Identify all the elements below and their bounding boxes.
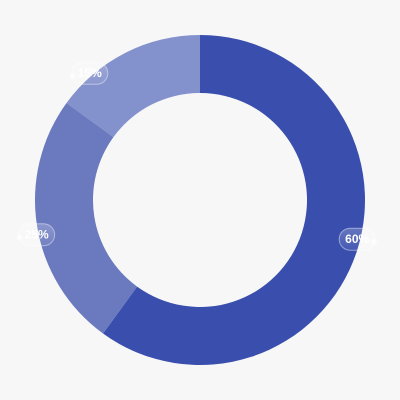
data-label-bead [69, 73, 76, 80]
donut-slice-1 [103, 35, 365, 365]
data-label-text: 60% [345, 232, 369, 246]
data-label-text: 25% [25, 228, 49, 242]
data-label-bead [16, 234, 23, 241]
data-label-2: 25% [16, 223, 56, 247]
donut-slice-3 [66, 35, 200, 138]
data-label-bead [370, 238, 378, 246]
data-label-text: 15% [78, 66, 102, 80]
donut-slice-2 [35, 103, 138, 334]
donut-slices [35, 35, 365, 365]
donut-data-labels: 60% 25% 15% [16, 61, 378, 251]
data-label-1: 60% [338, 227, 378, 251]
data-label-3: 15% [69, 61, 109, 85]
